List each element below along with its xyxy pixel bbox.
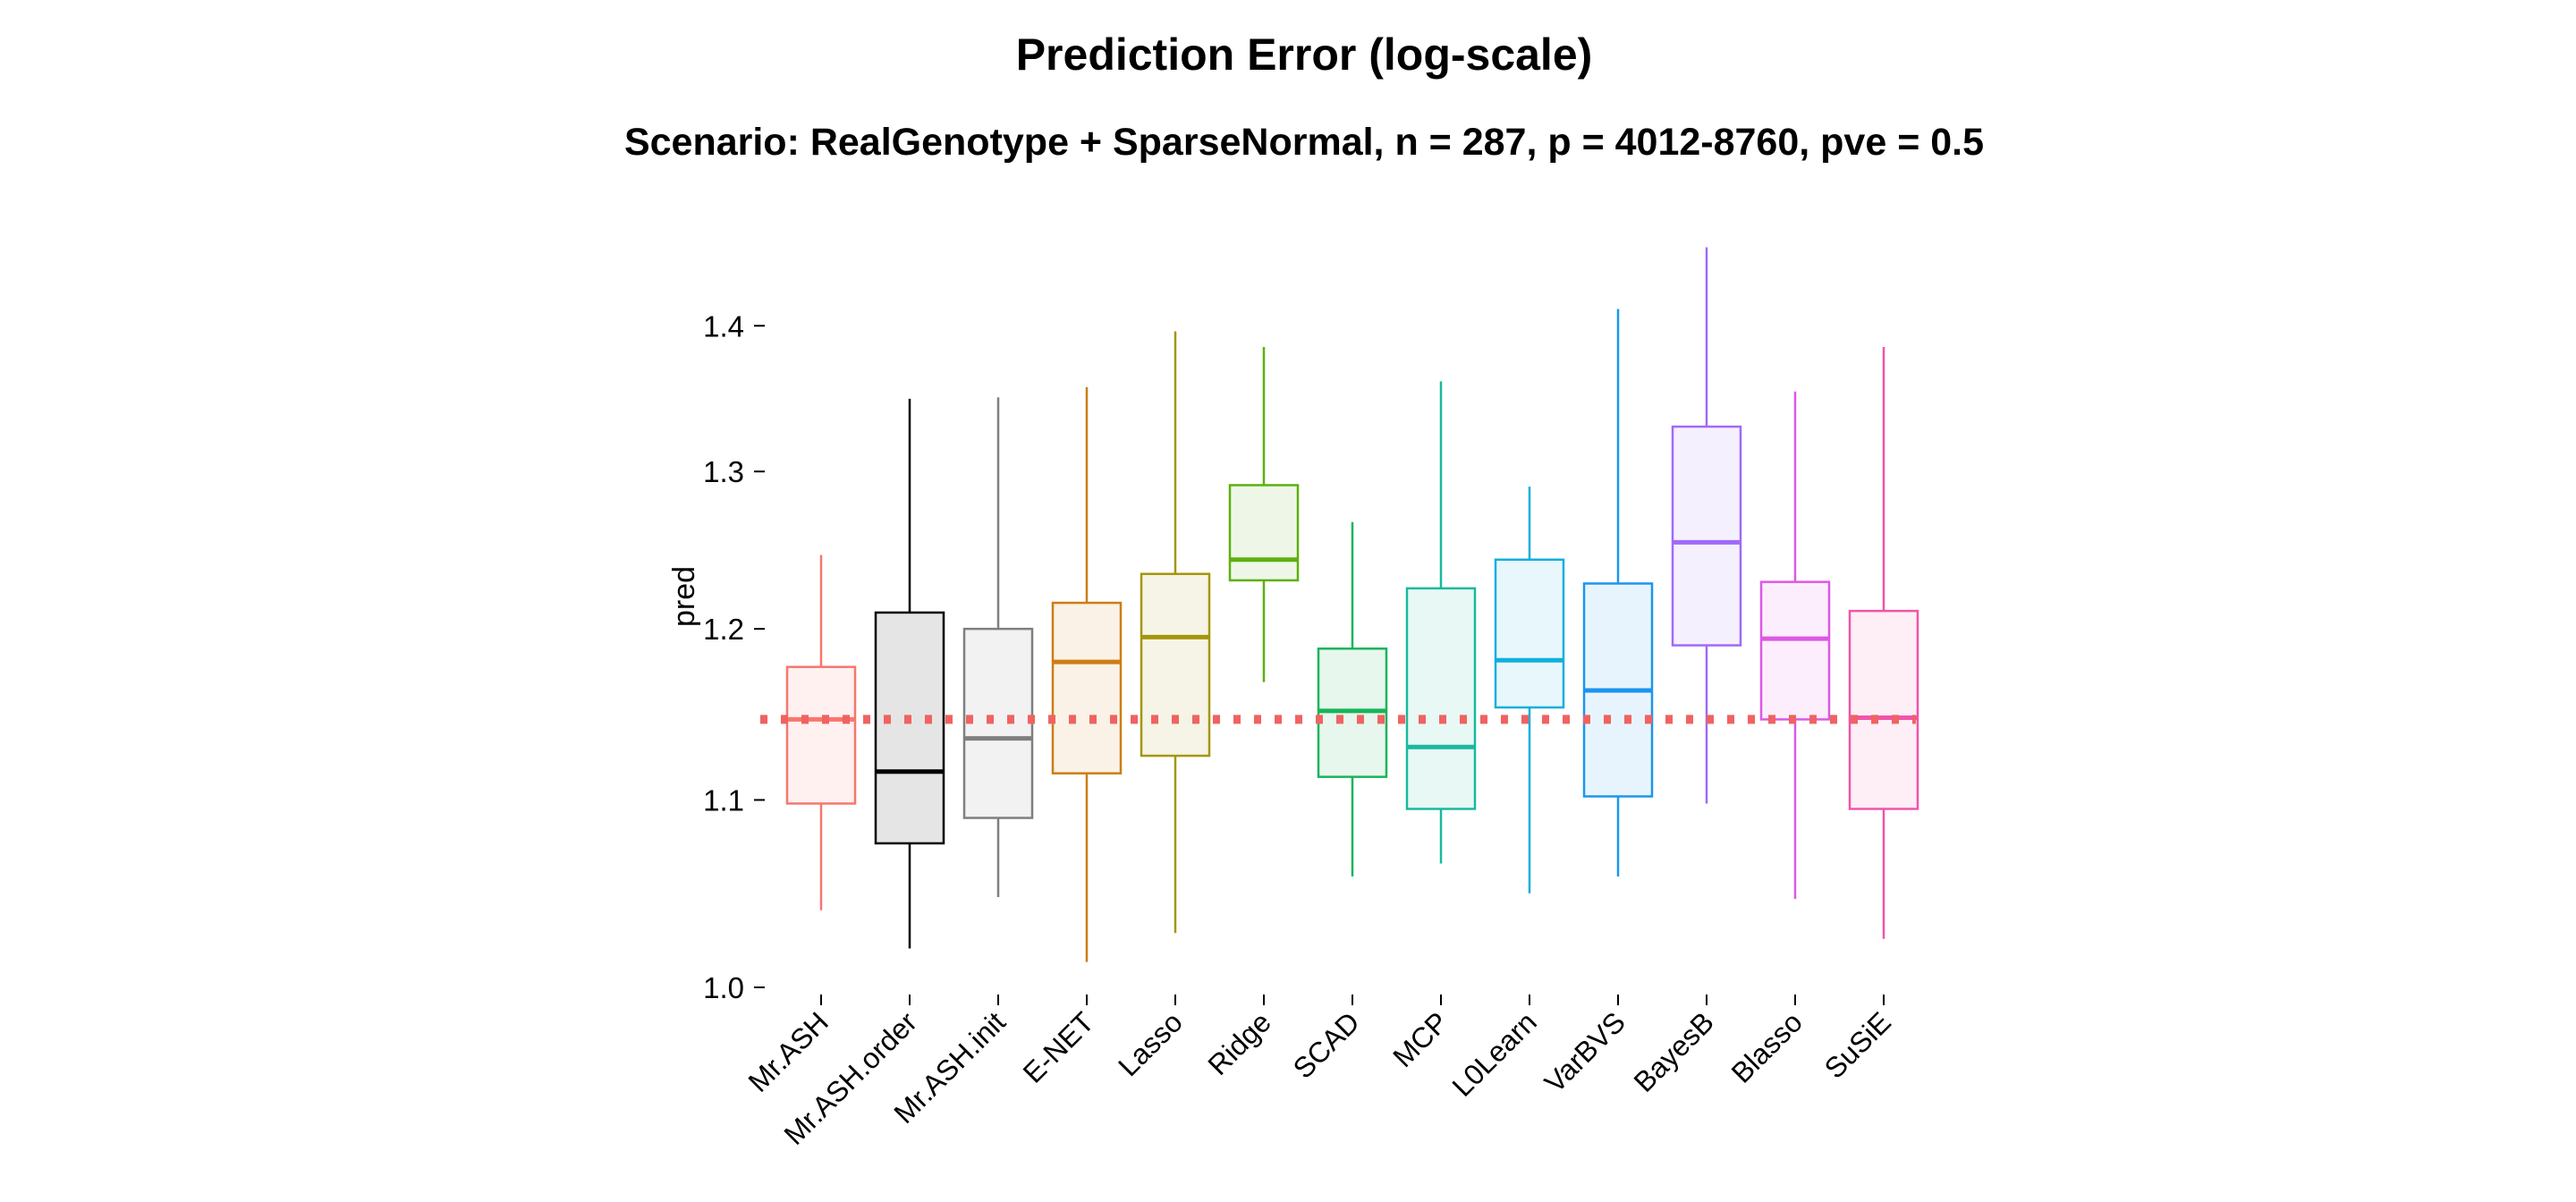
y-tick-label: 1.0 — [703, 971, 744, 1004]
chart-title: Prediction Error (log-scale) — [1016, 30, 1593, 80]
y-tick-label: 1.2 — [703, 613, 744, 646]
x-tick-label: L0Learn — [1445, 1005, 1542, 1102]
box-iqr — [785, 665, 857, 805]
box-iqr — [874, 611, 945, 845]
x-tick-label: VarBVS — [1538, 1005, 1631, 1098]
box-iqr — [1140, 572, 1211, 758]
box-iqr — [1671, 425, 1742, 647]
y-axis-label: pred — [667, 566, 701, 627]
x-tick-label: BayesB — [1628, 1005, 1720, 1097]
x-tick-label: Ridge — [1201, 1005, 1277, 1081]
box-iqr — [1494, 558, 1565, 709]
y-tick-label: 1.1 — [703, 783, 744, 817]
y-tick-label: 1.4 — [703, 309, 744, 343]
x-tick-label: E-NET — [1017, 1005, 1100, 1088]
box-iqr — [962, 627, 1034, 819]
x-tick-label: SuSiE — [1818, 1005, 1897, 1084]
x-tick-label: MCP — [1386, 1005, 1454, 1073]
chart-subtitle: Scenario: RealGenotype + SparseNormal, n… — [624, 121, 1984, 164]
box-iqr — [1051, 601, 1123, 775]
box-iqr — [1848, 609, 1919, 810]
box-iqr — [1405, 587, 1477, 810]
box-iqr — [1228, 484, 1300, 582]
x-tick-label: Blasso — [1725, 1005, 1809, 1088]
x-tick-label: SCAD — [1287, 1005, 1366, 1084]
y-tick-label: 1.3 — [703, 455, 744, 488]
x-tick-label: Lasso — [1112, 1005, 1189, 1082]
box-iqr — [1759, 580, 1831, 721]
plot-area: 1.01.11.21.31.4Mr.ASHMr.ASH.orderMr.ASH.… — [703, 247, 1919, 1151]
